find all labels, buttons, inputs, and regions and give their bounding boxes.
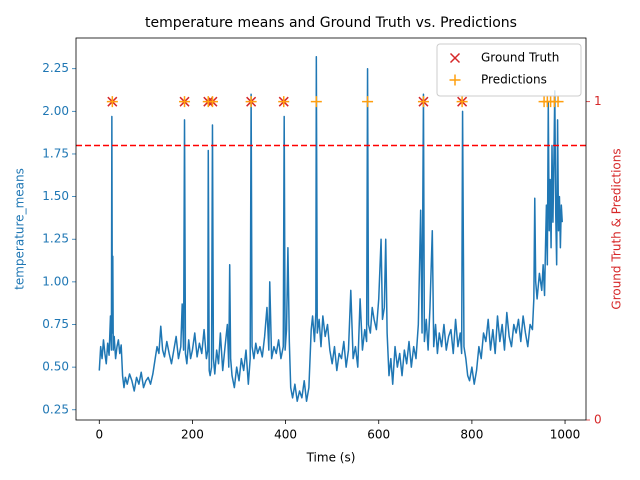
y-tick-label: 1.50 [42,189,69,203]
y-tick-label: 1.00 [42,274,69,288]
x-tick-label: 600 [367,428,390,442]
scatter-marker [245,96,257,108]
plot-frame [75,37,587,421]
scatter-marker [106,96,118,108]
y-tick-label: 0.25 [42,402,69,416]
y-tick-label: 0.50 [42,360,69,374]
legend-marker [449,74,461,86]
scatter-marker [310,96,322,108]
data-line [98,56,563,402]
x-tick-label: 1000 [550,428,581,442]
y-tick-label: 1.75 [42,146,69,160]
y2-tick-label: 0 [594,413,602,427]
scatter-marker [278,96,290,108]
y-tick-label: 0.75 [42,317,69,331]
legend: Ground Truth Predictions [436,43,582,97]
scatter-marker [552,96,564,108]
x-tick-label: 200 [181,428,204,442]
scatter-marker [417,96,429,108]
legend-marker [449,52,461,64]
legend-label: Predictions [481,73,547,87]
x-tick-label: 400 [274,428,297,442]
y2-tick-label: 1 [594,94,602,108]
chart-title: temperature means and Ground Truth vs. P… [145,15,517,31]
y-tick-label: 2.00 [42,104,69,118]
scatter-marker [362,96,374,108]
x-tick-label: 0 [95,428,103,442]
scatter-marker [456,96,468,108]
y-axis-label: temperature_means [13,168,27,290]
y-tick-label: 2.25 [42,61,69,75]
scatter-marker [179,96,191,108]
legend-label: Ground Truth [481,51,559,65]
legend-box [436,43,582,97]
x-axis-label: Time (s) [306,451,356,465]
x-tick-label: 800 [460,428,483,442]
y-tick-label: 1.25 [42,232,69,246]
scatter-marker [206,96,218,108]
y2-axis-label: Ground Truth & Predictions [610,148,624,309]
